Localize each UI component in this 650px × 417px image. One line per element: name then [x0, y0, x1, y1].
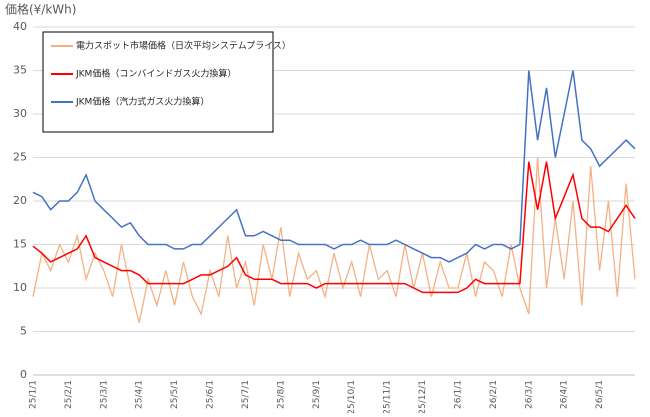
- x-tick-label: 26/5/1: [595, 380, 605, 409]
- x-tick-label: 25/4/1: [135, 380, 145, 409]
- y-axis-label: 価格(¥/kWh): [5, 2, 76, 17]
- y-tick-label: 15: [13, 238, 27, 251]
- y-tick-label: 40: [13, 20, 27, 33]
- line-series: [32, 161, 636, 294]
- legend-label: JKM価格（汽力式ガス火力換算）: [75, 96, 209, 108]
- legend-label: JKM価格（コンバインドガス火力換算）: [75, 68, 236, 80]
- y-tick-label: 0: [20, 368, 27, 381]
- y-tick-label: 10: [13, 281, 27, 294]
- y-tick-label: 25: [13, 151, 27, 164]
- x-tick-label: 25/5/1: [170, 380, 180, 409]
- line-series: [32, 157, 636, 323]
- x-tick-label: 25/9/1: [312, 380, 322, 409]
- x-tick-label: 25/8/1: [276, 380, 286, 409]
- y-tick-label: 35: [13, 64, 27, 77]
- x-tick-label: 26/4/1: [560, 380, 570, 409]
- x-tick-label: 25/1/1: [29, 380, 39, 409]
- x-tick-label: 25/11/1: [383, 380, 393, 413]
- legend-label: 電力スポット市場価格（日次平均システムプライス）: [76, 40, 291, 52]
- x-tick-label: 26/3/1: [524, 380, 534, 409]
- x-tick-label: 25/2/1: [64, 380, 74, 409]
- line-series: [32, 70, 636, 263]
- x-tick-label: 26/2/1: [489, 380, 499, 409]
- legend-box: [42, 31, 274, 133]
- x-tick-label: 25/7/1: [241, 380, 251, 409]
- x-tick-label: 25/3/1: [99, 380, 109, 409]
- x-tick-label: 25/10/1: [347, 380, 357, 413]
- y-tick-label: 5: [20, 325, 27, 338]
- x-tick-label: 25/6/1: [206, 380, 216, 409]
- y-tick-label: 20: [13, 194, 27, 207]
- y-tick-label: 30: [13, 107, 27, 120]
- x-tick-label: 25/12/1: [418, 380, 428, 413]
- x-tick-label: 26/1/1: [453, 380, 463, 409]
